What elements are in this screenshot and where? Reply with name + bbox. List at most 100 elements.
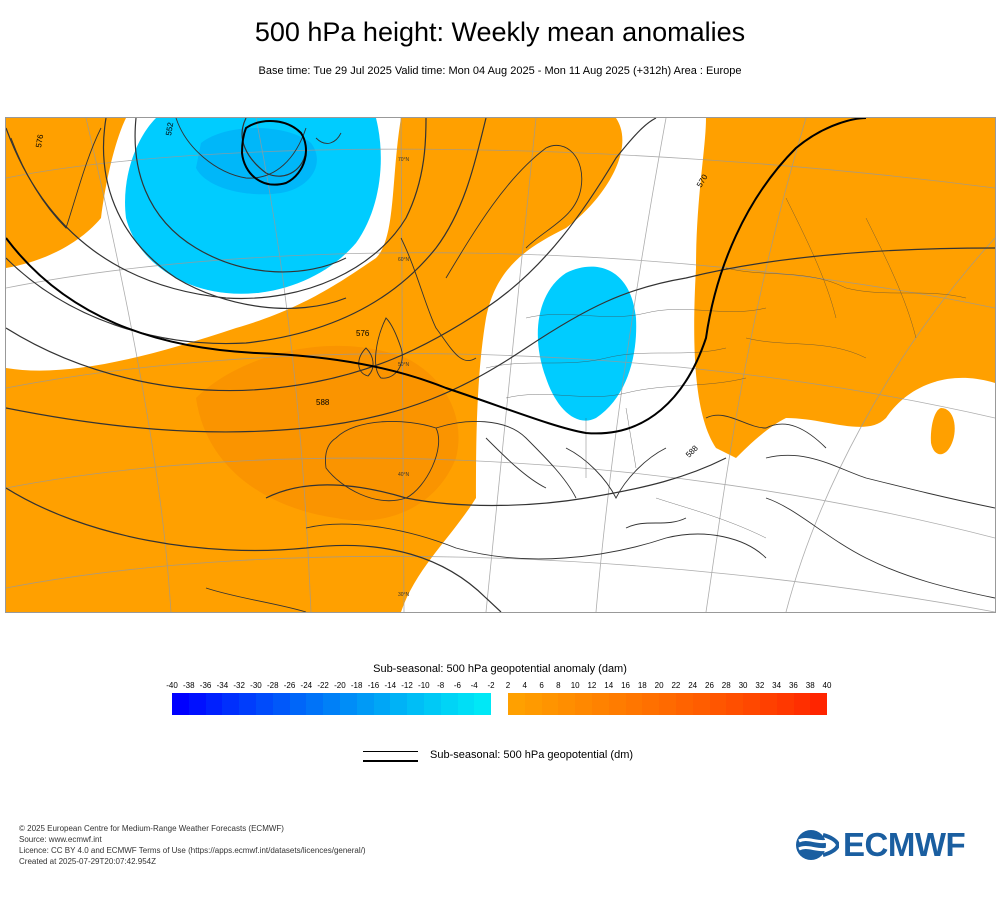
footer-source: Source: www.ecmwf.int [19,835,102,844]
lat-label: 40°N [398,472,410,478]
colorbar-swatch [692,693,710,715]
colorbar-tick-label: -28 [266,681,279,690]
colorbar-tick-label: 10 [570,681,580,690]
colorbar-swatch [575,693,592,715]
colorbar-tick-label: -10 [418,681,430,690]
colorbar-tick-label: -6 [453,681,461,690]
colorbar-swatch [239,693,256,715]
colorbar-tick-label: 8 [556,681,561,690]
colorbar-swatch [642,693,660,715]
colorbar-tick-label: -38 [183,681,195,690]
chart-subtitle: Base time: Tue 29 Jul 2025 Valid time: M… [258,65,742,77]
colorbar-tick-label: 4 [522,681,528,690]
colorbar-tick-label: 38 [805,681,815,690]
colorbar-swatch [541,693,559,715]
colorbar-swatch [272,693,290,715]
legend-label: Sub-seasonal: 500 hPa geopotential (dm) [430,749,634,761]
colorbar-tick-label: -20 [334,681,346,690]
colorbar-tick-label: -16 [367,681,380,690]
colorbar-tick-label: 16 [621,681,630,690]
lat-label: 50°N [398,362,410,368]
ecmwf-logo-text: ECMWF [843,826,966,863]
ecmwf-logo-icon [796,830,839,860]
contour-legend: Sub-seasonal: 500 hPa geopotential (dm) [363,748,663,766]
colorbar-tick-label: -18 [350,681,363,690]
colorbar-swatch [172,693,189,715]
colorbar-swatch [659,693,676,715]
coastlines [10,118,995,612]
lat-label: 70°N [398,157,410,163]
contour-label: 576 [356,329,370,338]
colorbar-swatch [390,693,408,715]
colorbar-swatch [306,693,324,715]
colorbar-tick-label: -12 [401,681,413,690]
negative-anomaly-regions [125,118,637,421]
colorbar-tick-label: 26 [705,681,714,690]
lat-label: 30°N [398,592,410,598]
colorbar-tick-label: 22 [671,681,681,690]
colorbar-tick-label: 14 [604,681,614,690]
colorbar-swatch [709,693,727,715]
colorbar-swatch [558,693,576,715]
colorbar-swatch [726,693,744,715]
colorbar-swatch [255,693,273,715]
colorbar-tick-label: 40 [822,681,832,690]
footer-copyright: © 2025 European Centre for Medium-Range … [19,824,284,833]
colorbar-tick-label: -2 [487,681,495,690]
colorbar-swatch [373,693,391,715]
colorbar-tick-label: 30 [738,681,748,690]
colorbar-tick-label: 28 [721,681,731,690]
colorbar-swatch [524,693,542,715]
legend-line-thin [363,751,418,752]
colorbar-swatch [339,693,357,715]
main-contour [6,118,867,435]
graticule [6,118,995,612]
contour-label: 576 [34,133,45,148]
colorbar-tick-label: 32 [755,681,765,690]
greenland-negative-anomaly [125,118,381,294]
colorbar-ticks: -40 -38 -36 -34 -32 -30 -28 -26 -24 -22 -20 -18 -16-… [0,681,1000,693]
colorbar-tick-label: -36 [199,681,212,690]
borders [485,197,967,539]
colorbar-swatch [625,693,643,715]
caspian-positive-patch [930,408,955,455]
colorbar-swatch [776,693,794,715]
colorbar-tick-label: -34 [216,681,229,690]
colorbar-swatch [508,693,525,715]
legend-line-thick [363,760,418,762]
contour-label: 588 [316,398,330,407]
colorbar-tick-label: 20 [654,681,664,690]
lat-label: 60°N [398,257,410,263]
colorbar-swatch [407,693,424,715]
footer-licence: Licence: CC BY 4.0 and ECMWF Terms of Us… [19,846,366,855]
latitude-labels: 50°N 40°N 30°N 60°N 70°N [398,157,410,598]
footer-credits: © 2025 European Centre for Medium-Range … [19,823,366,867]
colorbar-tick-label: -22 [317,681,329,690]
colorbar-swatch [608,693,626,715]
colorbar-positive [508,693,828,715]
colorbar-swatch [675,693,693,715]
colorbar-swatch [743,693,760,715]
colorbar-swatch [591,693,609,715]
map-svg: 552 570 576 588 576 588 50°N 40°N 30°N 6… [6,118,995,612]
colorbar-tick-label: -26 [283,681,296,690]
colorbar-tick-label: -40 [166,681,178,690]
colorbar-tick-label: 24 [688,681,698,690]
colorbar-swatch [323,693,340,715]
colorbar-swatch [793,693,811,715]
colorbar-tick-label: 12 [587,681,597,690]
chart-title: 500 hPa height: Weekly mean anomalies [254,17,746,47]
colorbar-swatch [759,693,777,715]
colorbar-swatch [810,693,828,715]
colorbar-swatch [289,693,307,715]
colorbar-tick-label: -32 [233,681,245,690]
arctic-positive-anomaly [6,118,126,268]
colorbar-negative [172,693,492,715]
colorbar-tick-label: 34 [772,681,782,690]
contour-label: 552 [164,121,175,136]
colorbar-tick-label: 6 [539,681,544,690]
anomaly-map: 552 570 576 588 576 588 50°N 40°N 30°N 6… [5,117,996,613]
colorbar-swatch [457,693,475,715]
russia-positive-anomaly [694,118,995,458]
greenland-core-negative-anomaly [196,128,317,195]
